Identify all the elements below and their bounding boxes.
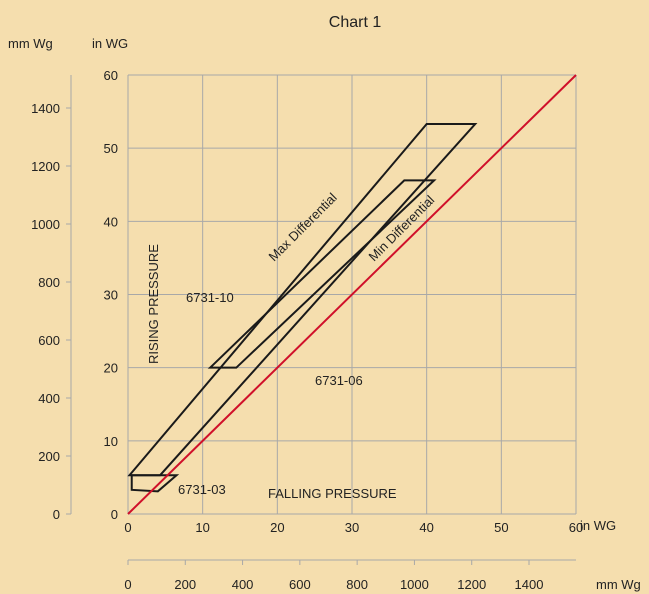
x-tick-label: 10	[195, 520, 209, 535]
y-tick-label: 10	[104, 434, 118, 449]
y-secondary-tick-label: 1200	[31, 159, 60, 174]
falling-pressure-label: FALLING PRESSURE	[268, 486, 397, 501]
y-tick-label: 50	[104, 141, 118, 156]
y-secondary-tick-label: 1000	[31, 217, 60, 232]
rising-pressure-label: RISING PRESSURE	[146, 244, 161, 364]
y-tick-label: 40	[104, 214, 118, 229]
y-axis-unit-secondary: mm Wg	[8, 36, 53, 51]
tick-labels: 0 10 20 30 40 50 60010203040506002004006008001…	[31, 68, 583, 592]
series-6731-06	[207, 179, 437, 369]
x-tick-label: 40	[419, 520, 433, 535]
y-secondary-tick-label: 400	[38, 391, 60, 406]
y-secondary-tick-label: 1400	[31, 101, 60, 116]
x-secondary-tick-label: 600	[289, 577, 311, 592]
series-6731-10	[127, 123, 478, 477]
x-secondary-tick-label: 800	[346, 577, 368, 592]
series-layer	[127, 74, 577, 515]
y-secondary-tick-label: 800	[38, 275, 60, 290]
y-tick-label: 60	[104, 68, 118, 83]
x-secondary-tick-label: 200	[174, 577, 196, 592]
x-secondary-tick-label: 1000	[400, 577, 429, 592]
chart-title: Chart 1	[329, 14, 382, 31]
x-tick-label: 0	[124, 520, 131, 535]
x-axis-unit-secondary: mm Wg	[596, 577, 641, 592]
x-secondary-tick-label: 1200	[457, 577, 486, 592]
label-6731-10: 6731-10	[186, 290, 234, 305]
y-secondary-tick-label: 200	[38, 449, 60, 464]
series-diagonal-line	[127, 74, 577, 515]
x-secondary-tick-label: 0	[124, 577, 131, 592]
x-tick-label: 20	[270, 520, 284, 535]
label-6731-06: 6731-06	[315, 373, 363, 388]
x-tick-label: 30	[345, 520, 359, 535]
y-tick-label: 0	[111, 507, 118, 522]
y-secondary-tick-label: 600	[38, 333, 60, 348]
x-secondary-tick-label: 1400	[515, 577, 544, 592]
x-tick-label: 60	[569, 520, 583, 535]
y-secondary-tick-label: 0	[53, 507, 60, 522]
y-tick-label: 30	[104, 288, 118, 303]
x-secondary-tick-label: 400	[232, 577, 254, 592]
label-6731-03: 6731-03	[178, 482, 226, 497]
y-tick-label: 20	[104, 361, 118, 376]
y-axis-unit-primary: in WG	[92, 36, 128, 51]
series-6731-03	[130, 474, 180, 493]
x-tick-label: 50	[494, 520, 508, 535]
x-axis-unit-primary: in WG	[580, 518, 616, 533]
grid	[66, 74, 577, 565]
